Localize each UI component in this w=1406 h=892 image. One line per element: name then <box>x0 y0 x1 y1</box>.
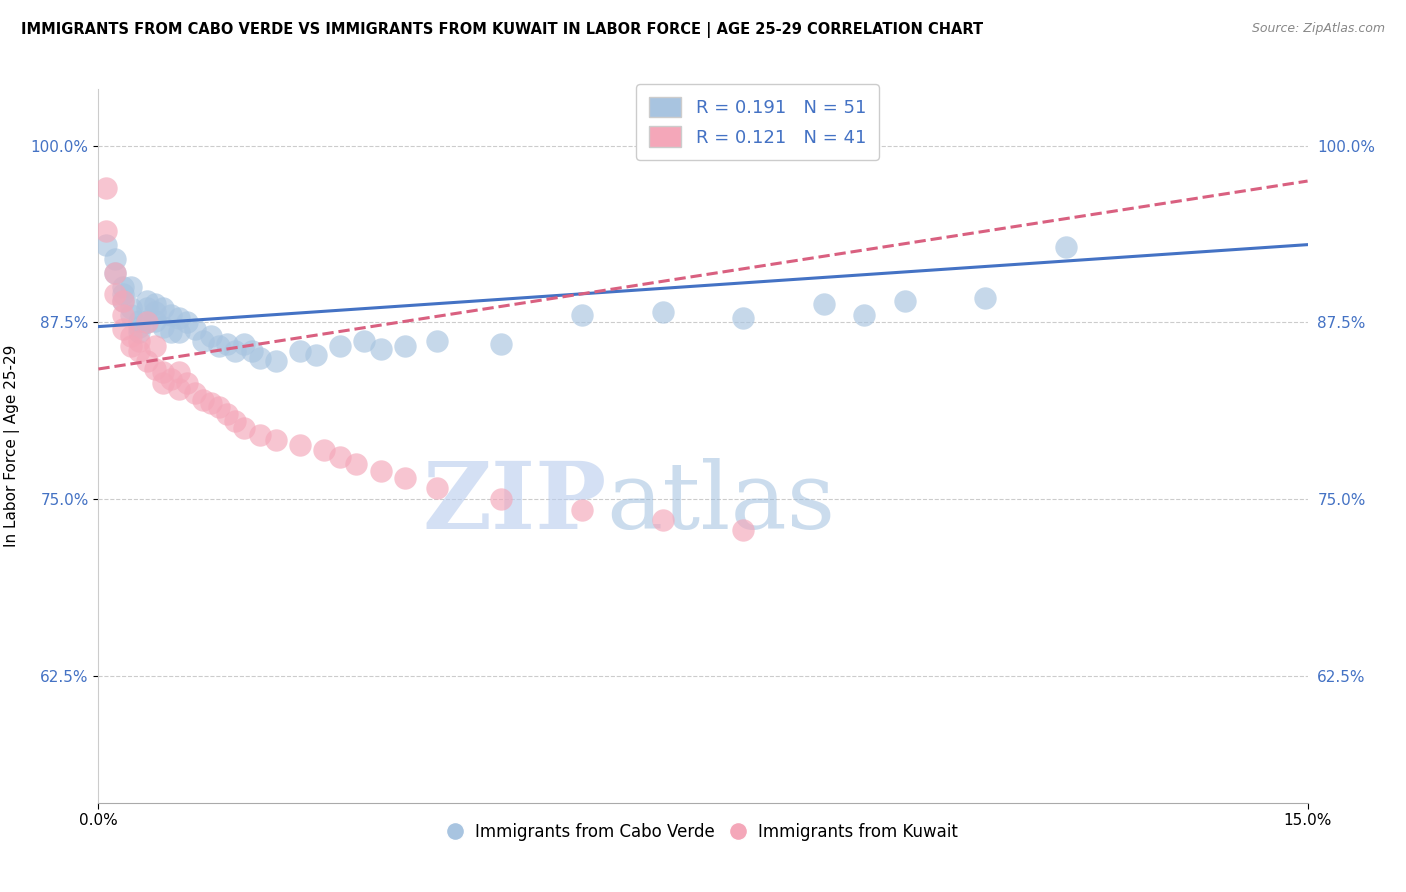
Point <box>571 308 593 322</box>
Point <box>394 339 416 353</box>
Point <box>208 400 231 414</box>
Point <box>111 294 134 309</box>
Point <box>426 481 449 495</box>
Point <box>491 491 513 506</box>
Point <box>314 442 336 457</box>
Point <box>184 322 207 336</box>
Point <box>128 334 150 348</box>
Point <box>120 308 142 322</box>
Point <box>135 315 157 329</box>
Point <box>353 334 375 348</box>
Point <box>651 305 673 319</box>
Point <box>143 339 166 353</box>
Point <box>491 336 513 351</box>
Point <box>288 343 311 358</box>
Point <box>193 393 215 408</box>
Text: atlas: atlas <box>606 458 835 548</box>
Point <box>733 523 755 537</box>
Point <box>1054 240 1077 254</box>
Point <box>135 301 157 316</box>
Point <box>143 314 166 328</box>
Point <box>200 396 222 410</box>
Point <box>128 314 150 328</box>
Point <box>160 308 183 322</box>
Point <box>344 457 367 471</box>
Point <box>329 450 352 464</box>
Point <box>96 237 118 252</box>
Point <box>96 181 118 195</box>
Point <box>103 287 125 301</box>
Point <box>160 325 183 339</box>
Point <box>249 351 271 365</box>
Point <box>111 322 134 336</box>
Point <box>232 336 254 351</box>
Point <box>111 294 134 309</box>
Point <box>128 319 150 334</box>
Point <box>733 311 755 326</box>
Point <box>813 297 835 311</box>
Point <box>167 365 190 379</box>
Point <box>152 365 174 379</box>
Point <box>176 376 198 391</box>
Point <box>853 308 876 322</box>
Point <box>288 438 311 452</box>
Point <box>224 343 246 358</box>
Point <box>193 334 215 348</box>
Point <box>974 291 997 305</box>
Point <box>651 513 673 527</box>
Point <box>96 223 118 237</box>
Point <box>160 372 183 386</box>
Point <box>240 343 263 358</box>
Point <box>167 325 190 339</box>
Point <box>232 421 254 435</box>
Point <box>426 334 449 348</box>
Point <box>167 311 190 326</box>
Point <box>264 433 287 447</box>
Point <box>111 287 134 301</box>
Point <box>305 348 328 362</box>
Point <box>103 266 125 280</box>
Point <box>128 343 150 358</box>
Point <box>135 315 157 329</box>
Point <box>893 294 915 309</box>
Point <box>135 294 157 309</box>
Point <box>224 414 246 428</box>
Point <box>394 471 416 485</box>
Point <box>120 301 142 316</box>
Y-axis label: In Labor Force | Age 25-29: In Labor Force | Age 25-29 <box>4 345 20 547</box>
Point <box>111 280 134 294</box>
Point <box>103 266 125 280</box>
Text: ZIP: ZIP <box>422 458 606 548</box>
Point <box>571 503 593 517</box>
Point <box>370 464 392 478</box>
Point <box>111 308 134 322</box>
Point <box>184 386 207 401</box>
Legend: Immigrants from Cabo Verde, Immigrants from Kuwait: Immigrants from Cabo Verde, Immigrants f… <box>441 817 965 848</box>
Point <box>329 339 352 353</box>
Point <box>208 339 231 353</box>
Point <box>128 325 150 339</box>
Point <box>120 280 142 294</box>
Point <box>264 353 287 368</box>
Point <box>370 342 392 356</box>
Point <box>103 252 125 266</box>
Point <box>152 376 174 391</box>
Point <box>217 407 239 421</box>
Point <box>217 336 239 351</box>
Point <box>176 315 198 329</box>
Point <box>120 329 142 343</box>
Point <box>152 319 174 334</box>
Text: Source: ZipAtlas.com: Source: ZipAtlas.com <box>1251 22 1385 36</box>
Text: IMMIGRANTS FROM CABO VERDE VS IMMIGRANTS FROM KUWAIT IN LABOR FORCE | AGE 25-29 : IMMIGRANTS FROM CABO VERDE VS IMMIGRANTS… <box>21 22 983 38</box>
Point <box>135 353 157 368</box>
Point <box>120 339 142 353</box>
Point <box>200 329 222 343</box>
Point <box>152 301 174 316</box>
Point <box>143 297 166 311</box>
Point <box>143 362 166 376</box>
Point <box>143 305 166 319</box>
Point <box>249 428 271 442</box>
Point <box>167 382 190 396</box>
